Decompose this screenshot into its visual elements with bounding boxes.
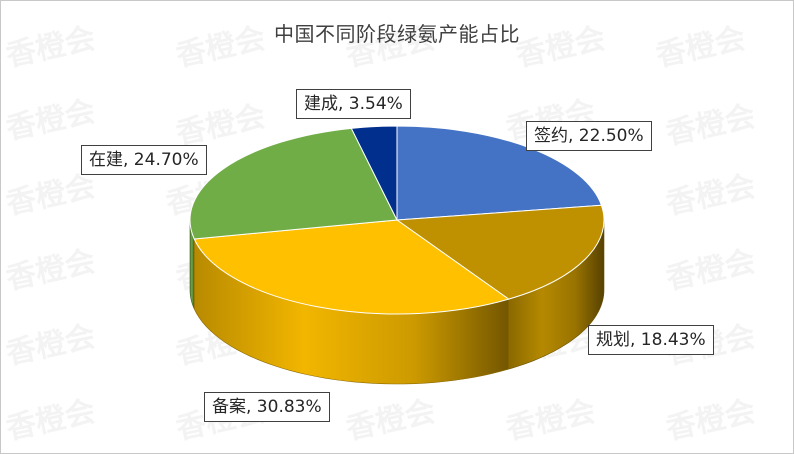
chart-title: 中国不同阶段绿氨产能占比 — [274, 22, 520, 46]
data-label-qianyue: 签约, 22.50% — [526, 121, 652, 151]
pie-slice-规划 — [395, 204, 605, 300]
pie-slice-备案 — [193, 219, 510, 315]
data-label-jiancheng: 建成, 3.54% — [296, 89, 411, 119]
pie-slice-建成 — [350, 125, 398, 221]
data-label-guihua: 规划, 18.43% — [588, 325, 714, 355]
data-label-zaijian: 在建, 24.70% — [81, 145, 207, 175]
pie-slice-在建 — [189, 127, 398, 240]
data-label-beian: 备案, 30.83% — [204, 392, 330, 422]
